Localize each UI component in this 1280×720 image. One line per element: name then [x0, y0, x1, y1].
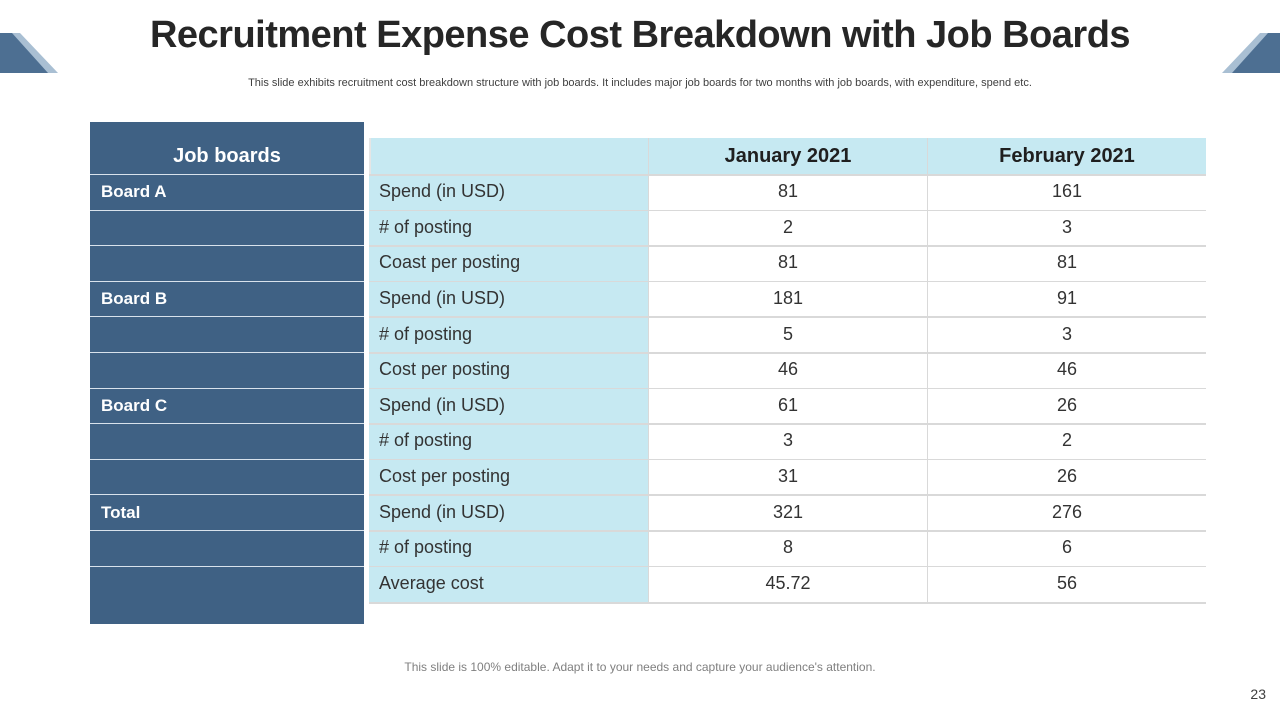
job-boards-column: Job boards Board A Board B Board C Total: [90, 122, 364, 624]
metric-label: # of posting: [379, 537, 473, 558]
job-board-cell: Total: [90, 494, 364, 530]
row-divider: [369, 316, 1206, 318]
column-divider: [648, 138, 649, 603]
job-board-cell: Board A: [90, 174, 364, 210]
column-divider: [927, 138, 928, 603]
row-divider: [369, 352, 1206, 354]
table-row: # of posting 2 3: [369, 209, 1206, 246]
january-value: 8: [782, 537, 793, 558]
february-value: 161: [1051, 181, 1083, 202]
february-value: 2: [1061, 430, 1072, 451]
january-value: 181: [772, 288, 804, 309]
february-value: 6: [1061, 537, 1072, 558]
job-board-cell: [90, 458, 364, 495]
february-value: 91: [1056, 288, 1078, 309]
january-value: 31: [777, 466, 799, 487]
metric-label: Spend (in USD): [379, 181, 506, 202]
january-value: 321: [772, 501, 804, 522]
metric-label: Spend (in USD): [379, 394, 506, 415]
metric-label: # of posting: [379, 323, 473, 344]
table-row: Coast per posting 81 81: [369, 245, 1206, 281]
row-divider: [369, 565, 1206, 568]
january-value: 5: [782, 323, 793, 344]
row-divider: [369, 209, 1206, 212]
table-row: # of posting 8 6: [369, 530, 1206, 566]
row-divider: [369, 530, 1206, 532]
february-value: 26: [1056, 466, 1078, 487]
table-row: Cost per posting 46 46: [369, 352, 1206, 388]
job-board-cell: [90, 423, 364, 459]
metric-label: # of posting: [379, 216, 473, 237]
table-row: Cost per posting 31 26: [369, 458, 1206, 495]
table-row: # of posting 3 2: [369, 423, 1206, 459]
job-board-cell: [90, 245, 364, 281]
job-board-cell: [90, 209, 364, 246]
job-board-cell: [90, 530, 364, 566]
january-value: 61: [777, 394, 799, 415]
job-boards-header: Job boards: [173, 144, 281, 167]
slide-subtitle: This slide exhibits recruitment cost bre…: [248, 77, 1032, 89]
table-row: Spend (in USD) 81 161: [369, 174, 1206, 210]
job-board-cell: Board C: [90, 387, 364, 424]
table-row: Spend (in USD) 321 276: [369, 494, 1206, 530]
page-number: 23: [1250, 686, 1266, 702]
job-board-cell: [90, 565, 364, 602]
february-value: 3: [1061, 216, 1072, 237]
january-value: 81: [777, 181, 799, 202]
row-divider: [369, 387, 1206, 390]
corner-decoration-left: [0, 33, 58, 73]
footer-note: This slide is 100% editable. Adapt it to…: [404, 660, 876, 674]
job-board-cell: Board B: [90, 280, 364, 317]
january-value: 81: [777, 252, 799, 273]
february-value: 56: [1056, 572, 1078, 593]
february-value: 26: [1056, 394, 1078, 415]
metric-label: Average cost: [379, 572, 484, 593]
metric-label-column: [369, 138, 648, 603]
february-value: 3: [1061, 323, 1072, 344]
header-january-2021: January 2021: [649, 138, 927, 174]
row-divider: [369, 174, 1206, 176]
row-divider: [369, 494, 1206, 496]
table-row: Average cost 45.72 56: [369, 565, 1206, 602]
metric-label: Cost per posting: [379, 466, 511, 487]
metric-header-blank: [369, 138, 648, 174]
header-february-2021: February 2021: [928, 138, 1206, 174]
row-divider: [369, 280, 1206, 283]
metric-label: Spend (in USD): [379, 288, 506, 309]
february-value: 46: [1056, 359, 1078, 380]
february-value: 276: [1051, 501, 1083, 522]
job-board-cell: [90, 352, 364, 388]
corner-decoration-right: [1222, 33, 1280, 73]
january-value: 46: [777, 359, 799, 380]
table-row: Spend (in USD) 181 91: [369, 280, 1206, 317]
metric-label: Cost per posting: [379, 359, 511, 380]
row-divider: [369, 245, 1206, 247]
metric-label: Coast per posting: [379, 252, 521, 273]
table-bottom-border: [369, 602, 1206, 604]
table-row: Spend (in USD) 61 26: [369, 387, 1206, 424]
job-board-cell: [90, 316, 364, 352]
january-value: 45.72: [765, 572, 811, 593]
january-value: 2: [782, 216, 793, 237]
metric-label: Spend (in USD): [379, 501, 506, 522]
row-divider: [369, 423, 1206, 425]
january-value: 3: [782, 430, 793, 451]
slide-title: Recruitment Expense Cost Breakdown with …: [149, 14, 1131, 56]
metric-label: # of posting: [379, 430, 473, 451]
row-divider: [369, 458, 1206, 461]
table-row: # of posting 5 3: [369, 316, 1206, 352]
february-value: 81: [1056, 252, 1078, 273]
